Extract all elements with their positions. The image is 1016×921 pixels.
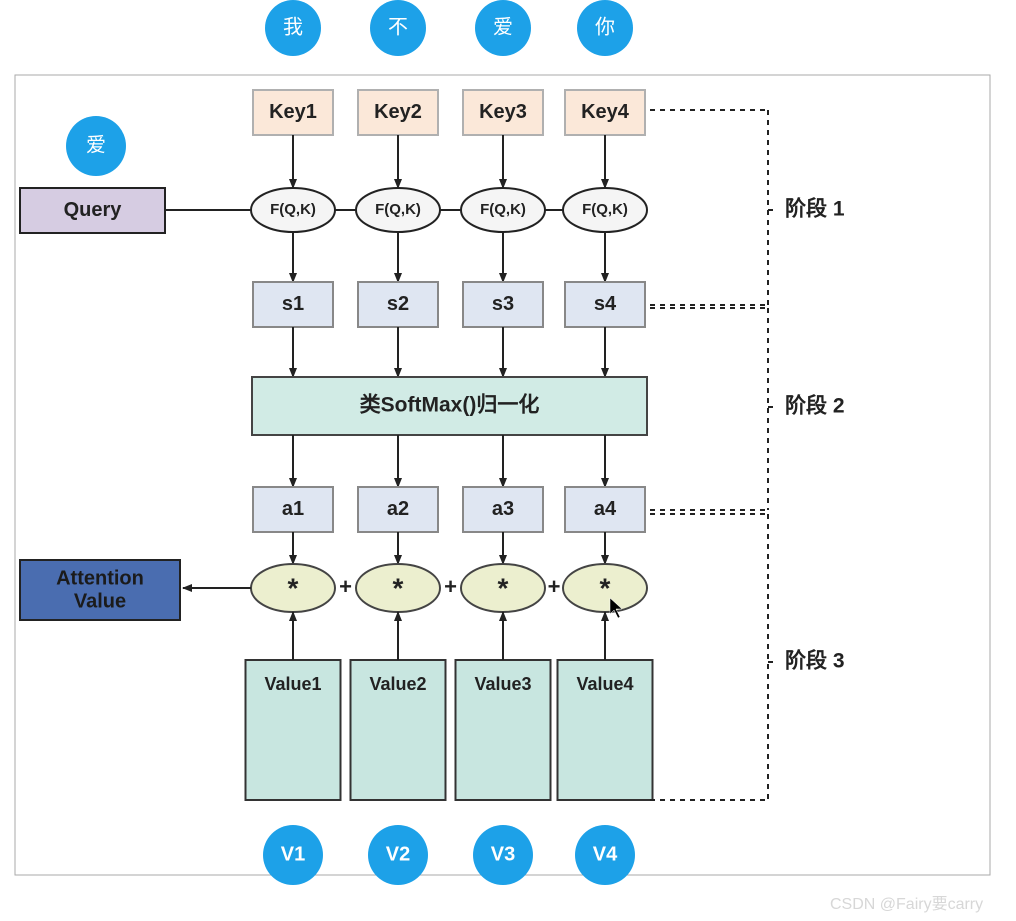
a-label-2: a3 [492,498,514,520]
key-label-3: Key4 [581,101,630,123]
value-label-0: Value1 [264,674,321,694]
query-token-label: 爱 [86,133,106,156]
query-label: Query [64,199,123,221]
plus-label-1: + [444,574,457,599]
s-label-2: s3 [492,293,514,315]
a-label-1: a2 [387,498,409,520]
input-token-label-3: 你 [595,15,615,38]
s-label-1: s2 [387,293,409,315]
plus-label-2: + [548,574,561,599]
mul-label-1: * [393,572,404,603]
v-label-1: V2 [386,843,410,865]
v-label-0: V1 [281,843,305,865]
s-label-0: s1 [282,293,304,315]
s-label-3: s4 [594,293,617,315]
v-label-2: V3 [491,843,515,865]
key-label-1: Key2 [374,101,422,123]
value-label-3: Value4 [576,674,633,694]
v-label-3: V4 [593,843,618,865]
input-token-label-2: 爱 [493,15,513,38]
a-label-0: a1 [282,498,304,520]
watermark: CSDN @Fairy要carry [830,895,983,913]
phase-label-2: 阶段 3 [785,649,845,673]
value-label-2: Value3 [474,674,531,694]
key-label-2: Key3 [479,101,527,123]
attention-value-label-2: Value [74,590,126,612]
fqk-label-0: F(Q,K) [270,201,316,218]
a-label-3: a4 [594,498,617,520]
fqk-label-3: F(Q,K) [582,201,628,218]
mul-label-0: * [288,572,299,603]
attention-value-label-1: Attention [56,567,144,589]
softmax-label: 类SoftMax()归一化 [360,393,540,417]
input-token-label-1: 不 [388,16,408,38]
value-label-1: Value2 [369,674,426,694]
input-token-label-0: 我 [283,15,303,38]
plus-label-0: + [339,574,352,599]
mul-label-3: * [600,572,611,603]
fqk-label-2: F(Q,K) [480,201,526,218]
fqk-label-1: F(Q,K) [375,201,421,218]
mul-label-2: * [498,572,509,603]
key-label-0: Key1 [269,101,317,123]
phase-label-0: 阶段 1 [785,197,845,221]
phase-label-1: 阶段 2 [785,394,845,418]
